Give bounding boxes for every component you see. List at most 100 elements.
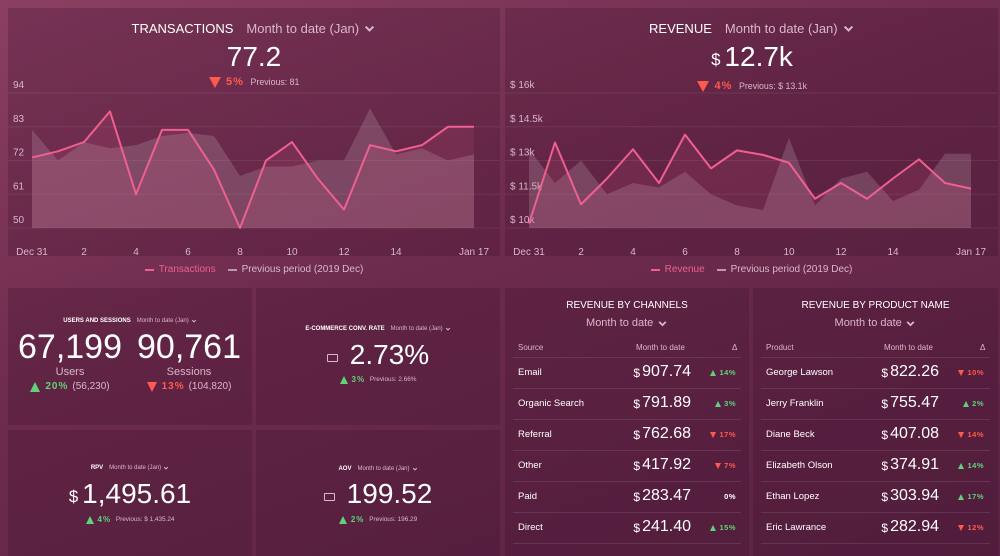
previous: (104,820) [188,381,232,392]
widget-title: AOV [338,466,352,472]
row-value: $907.74 [633,364,691,380]
y-tick-label: $ 10k [510,215,535,226]
period[interactable]: Month to date [586,317,654,329]
value: 282.94 [890,518,939,535]
change: 5% [226,75,244,88]
x-tick-label: Jan 17 [956,247,986,258]
change: 17% [719,430,736,439]
row-value: $791.89 [633,395,691,411]
trend-arrow [715,400,722,407]
widget-title: E-COMMERCE CONV. RATE [305,326,385,332]
currency: $ [881,397,889,411]
trend-arrow [715,462,722,469]
x-tick-label: 6 [682,247,688,258]
currency: $ [711,50,721,70]
trend-arrow [958,462,965,469]
value: 283.47 [642,487,691,504]
legend-label: Revenue [664,264,705,275]
value: 907.74 [642,363,691,380]
trend-arrow [958,431,965,438]
y-tick-label: 94 [13,80,25,91]
value: 791.89 [642,394,691,411]
column-header: Source [518,343,544,352]
value: 12.7k [724,41,793,72]
currency: $ [881,459,889,473]
trend-arrow [339,376,348,384]
y-tick-label: 61 [13,181,25,192]
widget-title: TRANSACTIONS [131,20,234,36]
chevron [365,25,375,32]
row-change: 7% [715,462,736,470]
value: 762.68 [642,425,691,442]
period-selector[interactable]: Month to date (Jan) [246,20,360,36]
row-name: Ethan Lopez [766,491,820,502]
metric-value: 90,761 [129,330,249,364]
legend: Revenue Previous period (2019 Dec) [505,265,998,275]
row-change: 2% [963,400,984,408]
chevron [445,327,450,331]
period[interactable]: Month to date [834,317,902,329]
value: 303.94 [890,487,939,504]
x-tick-label: Dec 31 [513,247,545,258]
change: 14% [967,461,984,470]
metric-label: Users [55,366,85,378]
change-line: 20% (56,230) [10,382,130,392]
series-line [528,133,972,224]
change: 7% [724,461,736,470]
panel [256,430,500,556]
y-tick-label: 72 [13,148,25,159]
metric-label: Sessions [166,366,212,378]
trend-arrow [710,524,717,531]
row-name: Diane Beck [766,429,815,440]
row-name: Direct [518,522,543,533]
widget-header: RPV Month to date (Jan) [10,465,250,471]
change: 12% [967,523,984,532]
column-header: Month to date [884,343,933,352]
period-selector[interactable]: Month to date (Jan) [724,20,838,36]
chevron [658,321,667,327]
change: 15% [719,523,736,532]
chevron [412,467,417,471]
period-selector[interactable]: Month to date (Jan) [136,318,189,324]
period-selector[interactable]: Month to date (Jan) [109,465,162,471]
previous: (56,230) [72,381,110,392]
row-change: 14% [958,431,984,439]
row-value: $241.40 [633,519,691,535]
panel [8,8,500,256]
x-tick-label: 14 [887,247,899,258]
row-name: Other [518,460,542,471]
chevron [191,319,196,323]
y-tick-label: 50 [13,215,25,226]
period-selector[interactable]: Month to date (Jan) [390,326,443,332]
x-tick-label: 14 [390,247,402,258]
row-separator [761,388,990,389]
row-value: $762.68 [633,426,691,442]
change: 10% [967,368,984,377]
x-tick-label: 12 [835,247,847,258]
series-area [32,111,474,228]
chevron [907,321,915,327]
y-tick-label: $ 13k [510,148,535,159]
row-value: $283.47 [633,488,691,504]
legend-swatch [716,269,726,271]
change-line: 5% Previous: 81 [14,75,494,88]
period-selector[interactable]: Month to date (Jan) [357,466,410,472]
value: 67,199 [18,328,122,366]
row-separator [761,481,990,482]
change: 14% [719,368,736,377]
column-header: Product [766,343,794,352]
change: 2% [972,399,984,408]
x-tick-label: 10 [783,247,795,258]
y-tick-label: $ 16k [510,80,535,91]
metric-value: 2.73% [258,341,498,369]
legend-swatch [144,269,154,271]
value: 77.2 [226,41,282,72]
currency: $ [633,521,641,535]
change: 3% [724,399,736,408]
metric-value: 77.2 [14,43,494,71]
legend-swatch [650,269,660,271]
row-value: $282.94 [881,519,939,535]
row-value: $374.91 [881,457,939,473]
row-value: $755.47 [881,395,939,411]
